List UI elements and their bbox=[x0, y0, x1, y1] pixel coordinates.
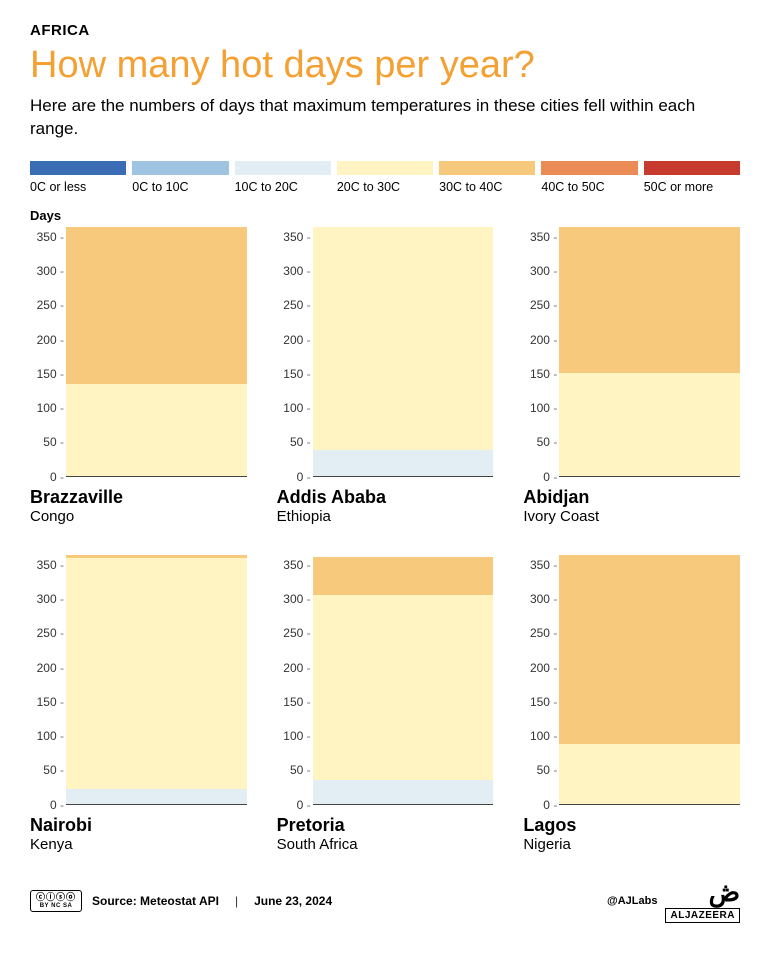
bar-segment bbox=[313, 780, 494, 804]
bar-segment bbox=[559, 227, 740, 374]
country-name: Ivory Coast bbox=[523, 508, 740, 525]
stacked-bar bbox=[313, 555, 494, 805]
country-name: Congo bbox=[30, 508, 247, 525]
source-label: Source: Meteostat API bbox=[92, 894, 219, 908]
city-name: Addis Ababa bbox=[277, 487, 494, 508]
legend-swatch bbox=[541, 161, 637, 175]
license-badge: ⓒⓘⓢⓞ BY NC SA bbox=[30, 890, 82, 912]
city-name: Lagos bbox=[523, 815, 740, 836]
chart-panel: 050100150200250300350 PretoriaSouth Afric… bbox=[277, 555, 494, 853]
city-name: Nairobi bbox=[30, 815, 247, 836]
bar-segment bbox=[559, 373, 740, 475]
stacked-bar bbox=[66, 555, 247, 805]
legend-swatch bbox=[644, 161, 740, 175]
bar-segment bbox=[66, 227, 247, 384]
city-name: Abidjan bbox=[523, 487, 740, 508]
city-name: Brazzaville bbox=[30, 487, 247, 508]
chart-area: 050100150200250300350 bbox=[30, 555, 247, 805]
y-axis: 050100150200250300350 bbox=[277, 555, 313, 805]
city-label: NairobiKenya bbox=[30, 815, 247, 853]
subhead: Here are the numbers of days that maximu… bbox=[30, 95, 710, 141]
bar-segment bbox=[559, 744, 740, 804]
legend-swatch bbox=[30, 161, 126, 175]
social-handle: @AJLabs bbox=[607, 895, 657, 907]
footer-right: @AJLabs ڞ ALJAZEERA bbox=[607, 879, 740, 923]
bar-segment bbox=[559, 555, 740, 744]
legend-label: 0C or less bbox=[30, 180, 126, 194]
country-name: Kenya bbox=[30, 836, 247, 853]
chart-area: 050100150200250300350 bbox=[30, 227, 247, 477]
stacked-bar bbox=[559, 555, 740, 805]
stacked-bar bbox=[66, 227, 247, 477]
legend-item: 40C to 50C bbox=[541, 161, 637, 194]
legend-swatch bbox=[337, 161, 433, 175]
chart-panel: 050100150200250300350 Addis AbabaEthiopia bbox=[277, 227, 494, 525]
bar-segment bbox=[313, 227, 494, 450]
chart-panel: 050100150200250300350 AbidjanIvory Coast bbox=[523, 227, 740, 525]
country-name: South Africa bbox=[277, 836, 494, 853]
legend-item: 20C to 30C bbox=[337, 161, 433, 194]
legend-item: 10C to 20C bbox=[235, 161, 331, 194]
city-label: AbidjanIvory Coast bbox=[523, 487, 740, 525]
city-label: PretoriaSouth Africa bbox=[277, 815, 494, 853]
bar-segment bbox=[66, 558, 247, 789]
legend-swatch bbox=[439, 161, 535, 175]
legend-label: 30C to 40C bbox=[439, 180, 535, 194]
legend-label: 50C or more bbox=[644, 180, 740, 194]
brand-logo-icon: ڞ bbox=[709, 879, 740, 905]
city-label: LagosNigeria bbox=[523, 815, 740, 853]
y-axis: 050100150200250300350 bbox=[30, 555, 66, 805]
legend-label: 40C to 50C bbox=[541, 180, 637, 194]
legend-item: 50C or more bbox=[644, 161, 740, 194]
bar-segment bbox=[66, 789, 247, 804]
legend-item: 0C or less bbox=[30, 161, 126, 194]
bar-segment bbox=[313, 557, 494, 595]
chart-area: 050100150200250300350 bbox=[523, 227, 740, 477]
legend-label: 10C to 20C bbox=[235, 180, 331, 194]
kicker: AFRICA bbox=[30, 22, 740, 39]
country-name: Nigeria bbox=[523, 836, 740, 853]
stacked-bar bbox=[313, 227, 494, 477]
chart-area: 050100150200250300350 bbox=[277, 227, 494, 477]
license-text: BY NC SA bbox=[40, 903, 73, 909]
chart-panel: 050100150200250300350 NairobiKenya bbox=[30, 555, 247, 853]
small-multiples-grid: 050100150200250300350BrazzavilleCongo050… bbox=[30, 227, 740, 853]
chart-panel: 050100150200250300350 BrazzavilleCongo bbox=[30, 227, 247, 525]
footer-separator: | bbox=[229, 894, 244, 908]
license-icons: ⓒⓘⓢⓞ bbox=[36, 893, 76, 902]
chart-panel: 050100150200250300350 LagosNigeria bbox=[523, 555, 740, 853]
legend-label: 0C to 10C bbox=[132, 180, 228, 194]
legend-item: 30C to 40C bbox=[439, 161, 535, 194]
footer-left: ⓒⓘⓢⓞ BY NC SA Source: Meteostat API | Ju… bbox=[30, 890, 332, 912]
city-label: Addis AbabaEthiopia bbox=[277, 487, 494, 525]
y-axis: 050100150200250300350 bbox=[30, 227, 66, 477]
legend-label: 20C to 30C bbox=[337, 180, 433, 194]
bar-segment bbox=[313, 595, 494, 780]
y-axis-label: Days bbox=[30, 208, 740, 223]
footer-date: June 23, 2024 bbox=[254, 894, 332, 908]
headline: How many hot days per year? bbox=[30, 45, 740, 87]
bar-segment bbox=[313, 450, 494, 476]
city-name: Pretoria bbox=[277, 815, 494, 836]
y-axis: 050100150200250300350 bbox=[523, 227, 559, 477]
legend-item: 0C to 10C bbox=[132, 161, 228, 194]
city-label: BrazzavilleCongo bbox=[30, 487, 247, 525]
bar-segment bbox=[66, 384, 247, 476]
brand-wordmark: ALJAZEERA bbox=[665, 908, 740, 923]
legend: 0C or less 0C to 10C 10C to 20C 20C to 30C 3… bbox=[30, 161, 740, 194]
stacked-bar bbox=[559, 227, 740, 477]
country-name: Ethiopia bbox=[277, 508, 494, 525]
chart-area: 050100150200250300350 bbox=[277, 555, 494, 805]
y-axis: 050100150200250300350 bbox=[277, 227, 313, 477]
legend-swatch bbox=[132, 161, 228, 175]
legend-swatch bbox=[235, 161, 331, 175]
y-axis: 050100150200250300350 bbox=[523, 555, 559, 805]
footer: ⓒⓘⓢⓞ BY NC SA Source: Meteostat API | Ju… bbox=[30, 879, 740, 923]
chart-area: 050100150200250300350 bbox=[523, 555, 740, 805]
